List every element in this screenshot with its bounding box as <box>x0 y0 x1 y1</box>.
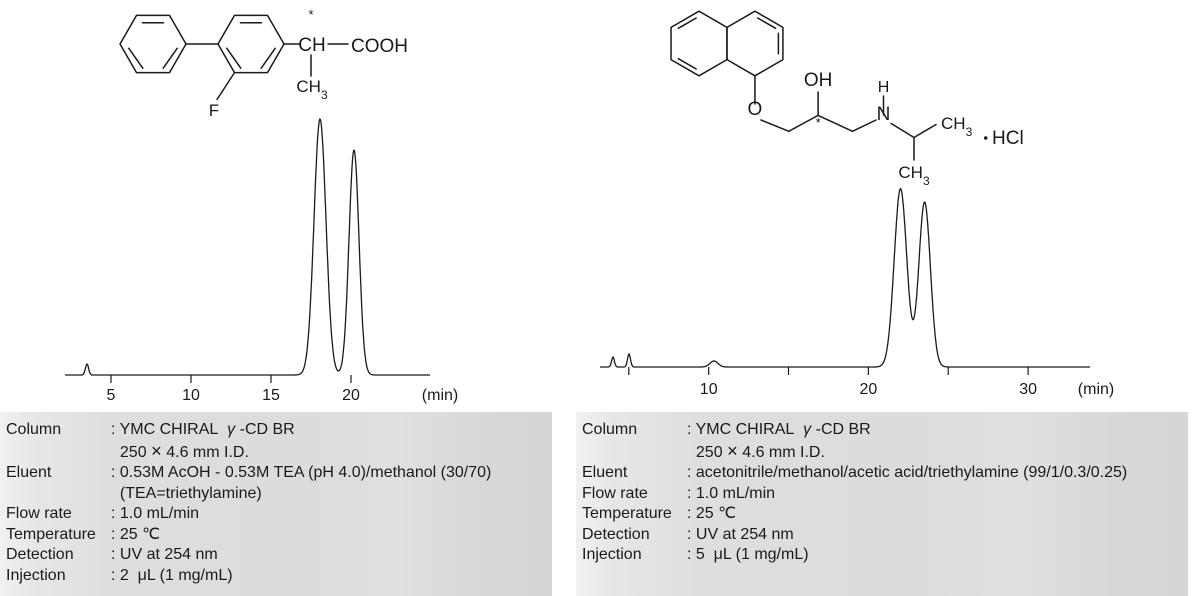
svg-text:(min): (min) <box>1078 381 1114 398</box>
svg-text:HCl: HCl <box>992 128 1024 149</box>
svg-text:*: * <box>308 7 313 22</box>
svg-text:30: 30 <box>1019 381 1037 398</box>
svg-text:CH3: CH3 <box>296 77 328 102</box>
svg-text:20: 20 <box>860 381 878 398</box>
svg-text:CH3: CH3 <box>898 163 930 188</box>
svg-text:20: 20 <box>342 387 360 404</box>
svg-text:COOH: COOH <box>351 36 408 57</box>
svg-text:10: 10 <box>700 381 718 398</box>
svg-text:CH: CH <box>298 35 325 56</box>
svg-text:O: O <box>748 99 763 120</box>
svg-text:CH3: CH3 <box>941 114 973 139</box>
svg-text:F: F <box>209 101 219 120</box>
svg-text:H: H <box>878 79 890 96</box>
svg-text:10: 10 <box>182 387 200 404</box>
svg-text:OH: OH <box>804 70 833 91</box>
svg-text:*: * <box>816 115 821 130</box>
svg-text:(min): (min) <box>422 387 458 404</box>
svg-text:15: 15 <box>262 387 280 404</box>
svg-text:N: N <box>877 104 891 125</box>
svg-text:5: 5 <box>107 387 116 404</box>
